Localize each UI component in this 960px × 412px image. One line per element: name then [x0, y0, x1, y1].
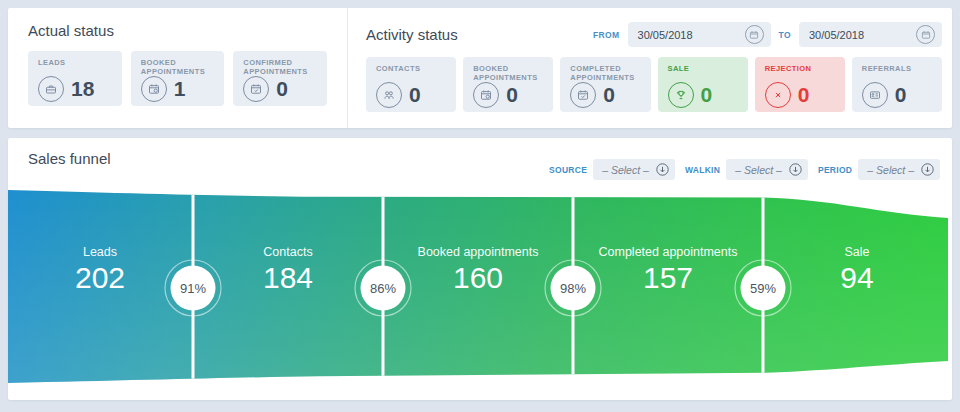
sales-funnel-title: Sales funnel — [28, 150, 111, 167]
conversion-badge-1: 91% — [165, 260, 221, 316]
confirmed-appointments-label: CONFIRMED APPOINTMENTS — [243, 58, 323, 76]
completed-appointments-label: COMPLETED APPOINTMENTS — [570, 64, 646, 82]
from-date-value: 30/05/2018 — [638, 29, 693, 41]
completed-appointments-card: COMPLETED APPOINTMENTS 0 — [560, 57, 650, 112]
funnel-svg: 91% 86% 98% 59% — [8, 190, 952, 400]
booked-appointments-card: BOOKED APPOINTMENTS 0 — [463, 57, 553, 112]
svg-text:98%: 98% — [560, 281, 586, 296]
date-range-controls: FROM 30/05/2018 TO 30/05/2018 — [593, 22, 942, 47]
walkin-filter-label: WALKIN — [685, 165, 720, 175]
chevron-down-circle-icon — [789, 163, 802, 176]
people-icon — [376, 82, 402, 108]
walkin-select[interactable]: – Select – — [726, 159, 808, 180]
activity-status-title: Activity status — [366, 26, 458, 43]
calendar-check-icon — [243, 76, 269, 102]
trophy-icon — [668, 82, 694, 108]
source-filter-label: SOURCE — [549, 165, 587, 175]
to-date-value: 30/05/2018 — [809, 29, 864, 41]
booked-appointments-value: 0 — [506, 83, 518, 107]
calendar-clock-icon — [473, 82, 499, 108]
actual-status-section: Actual status LEADS 18 BOOKED APPOINT — [8, 8, 348, 128]
rejection-card: REJECTION 0 — [755, 57, 845, 112]
svg-text:59%: 59% — [750, 281, 776, 296]
period-filter: PERIOD – Select – — [818, 159, 940, 180]
to-label: TO — [779, 30, 791, 40]
funnel-filters: SOURCE – Select – WALKIN – Select – — [549, 159, 940, 180]
booked-appointments-label: BOOKED APPOINTMENTS — [141, 58, 221, 76]
dashboard-page: Actual status LEADS 18 BOOKED APPOINT — [0, 0, 960, 408]
sales-funnel-panel: Sales funnel SOURCE – Select – WALKIN — [8, 138, 952, 400]
leads-card: LEADS 18 — [28, 51, 122, 106]
actual-status-title: Actual status — [28, 22, 327, 39]
x-circle-icon — [765, 82, 791, 108]
completed-appointments-value: 0 — [603, 83, 615, 107]
booked-appointments-label: BOOKED APPOINTMENTS — [473, 64, 549, 82]
actual-status-cards: LEADS 18 BOOKED APPOINTMENTS — [28, 51, 327, 106]
sale-card: SALE 0 — [658, 57, 748, 112]
period-select[interactable]: – Select – — [858, 159, 940, 180]
contacts-card: CONTACTS 0 — [366, 57, 456, 112]
conversion-badge-4: 59% — [735, 260, 791, 316]
leads-label: LEADS — [38, 58, 118, 76]
conversion-badge-3: 98% — [545, 260, 601, 316]
status-panel: Actual status LEADS 18 BOOKED APPOINT — [8, 8, 952, 128]
to-date-input[interactable]: 30/05/2018 — [799, 22, 942, 47]
from-label: FROM — [593, 30, 620, 40]
period-filter-label: PERIOD — [818, 165, 852, 175]
referrals-label: REFERRALS — [862, 64, 938, 82]
booked-appointments-value: 1 — [174, 77, 186, 101]
confirmed-appointments-value: 0 — [276, 77, 288, 101]
contacts-value: 0 — [409, 83, 421, 107]
rejection-value: 0 — [798, 83, 810, 107]
rejection-label: REJECTION — [765, 64, 841, 82]
chevron-down-circle-icon — [921, 163, 934, 176]
contacts-label: CONTACTS — [376, 64, 452, 82]
confirmed-appointments-card: CONFIRMED APPOINTMENTS 0 — [233, 51, 327, 106]
conversion-badge-2: 86% — [355, 260, 411, 316]
source-filter: SOURCE – Select – — [549, 159, 675, 180]
leads-value: 18 — [71, 77, 94, 101]
referrals-value: 0 — [895, 83, 907, 107]
briefcase-icon — [38, 76, 64, 102]
sale-label: SALE — [668, 64, 744, 82]
source-select[interactable]: – Select – — [593, 159, 675, 180]
walkin-filter: WALKIN – Select – — [685, 159, 808, 180]
svg-text:86%: 86% — [370, 281, 396, 296]
activity-status-section: Activity status FROM 30/05/2018 TO 30/05… — [348, 8, 952, 128]
calendar-icon[interactable] — [745, 25, 764, 44]
svg-text:91%: 91% — [180, 281, 206, 296]
activity-status-cards: CONTACTS 0 BOOKED APPOINTMENTS — [366, 57, 942, 112]
id-card-icon — [862, 82, 888, 108]
chevron-down-circle-icon — [656, 163, 669, 176]
referrals-card: REFERRALS 0 — [852, 57, 942, 112]
booked-appointments-card: BOOKED APPOINTMENTS 1 — [131, 51, 225, 106]
calendar-clock-icon — [141, 76, 167, 102]
calendar-check-icon — [570, 82, 596, 108]
sale-value: 0 — [701, 83, 713, 107]
from-date-input[interactable]: 30/05/2018 — [628, 22, 771, 47]
funnel-chart: 91% 86% 98% 59% Le — [8, 190, 952, 400]
calendar-icon[interactable] — [916, 25, 935, 44]
